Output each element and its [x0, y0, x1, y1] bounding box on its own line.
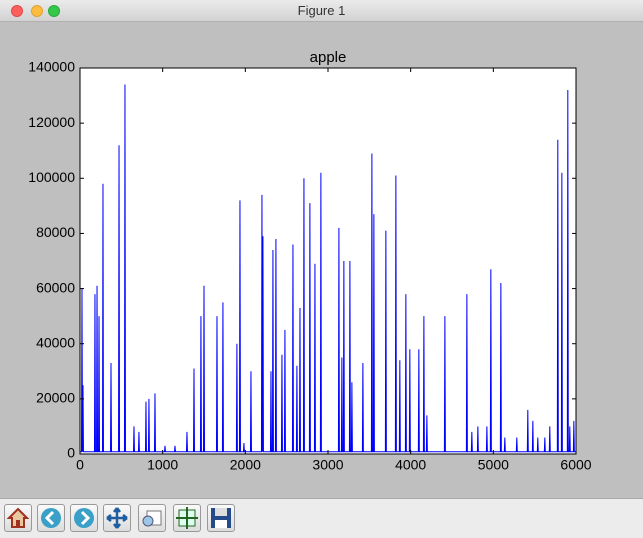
y-tick-label: 100000	[28, 169, 75, 185]
axes-frame	[79, 67, 577, 455]
y-tick-label: 20000	[36, 390, 75, 406]
home-button[interactable]	[4, 504, 32, 532]
plot-area	[80, 68, 576, 454]
x-tick-label: 2000	[230, 457, 261, 473]
x-tick-label: 3000	[312, 457, 343, 473]
subplots-button[interactable]	[173, 504, 201, 532]
x-tick-label: 5000	[478, 457, 509, 473]
x-tick-label: 0	[76, 457, 84, 473]
toolbar	[0, 498, 643, 538]
window-title: Figure 1	[297, 3, 346, 18]
figure: apple 0200004000060000800001000001200001…	[28, 49, 591, 473]
data-line	[80, 84, 576, 453]
title-bar: Figure 1	[0, 0, 643, 22]
x-tick-label: 1000	[147, 457, 178, 473]
back-button[interactable]	[37, 504, 65, 532]
y-tick-label: 140000	[28, 59, 75, 75]
chart-title: apple	[310, 49, 347, 66]
close-button[interactable]	[11, 5, 23, 17]
pan-button[interactable]	[103, 504, 131, 532]
x-tick-label: 4000	[395, 457, 426, 473]
minimize-button[interactable]	[31, 5, 43, 17]
forward-button[interactable]	[70, 504, 98, 532]
x-tick-label: 6000	[560, 457, 591, 473]
y-tick-label: 60000	[36, 279, 75, 295]
zoom-rect-button[interactable]	[138, 504, 166, 532]
y-tick-label: 0	[67, 445, 75, 461]
y-tick-label: 120000	[28, 114, 75, 130]
zoom-button[interactable]	[48, 5, 60, 17]
y-tick-label: 40000	[36, 334, 75, 350]
y-tick-label: 80000	[36, 224, 75, 240]
save-button[interactable]	[207, 504, 235, 532]
